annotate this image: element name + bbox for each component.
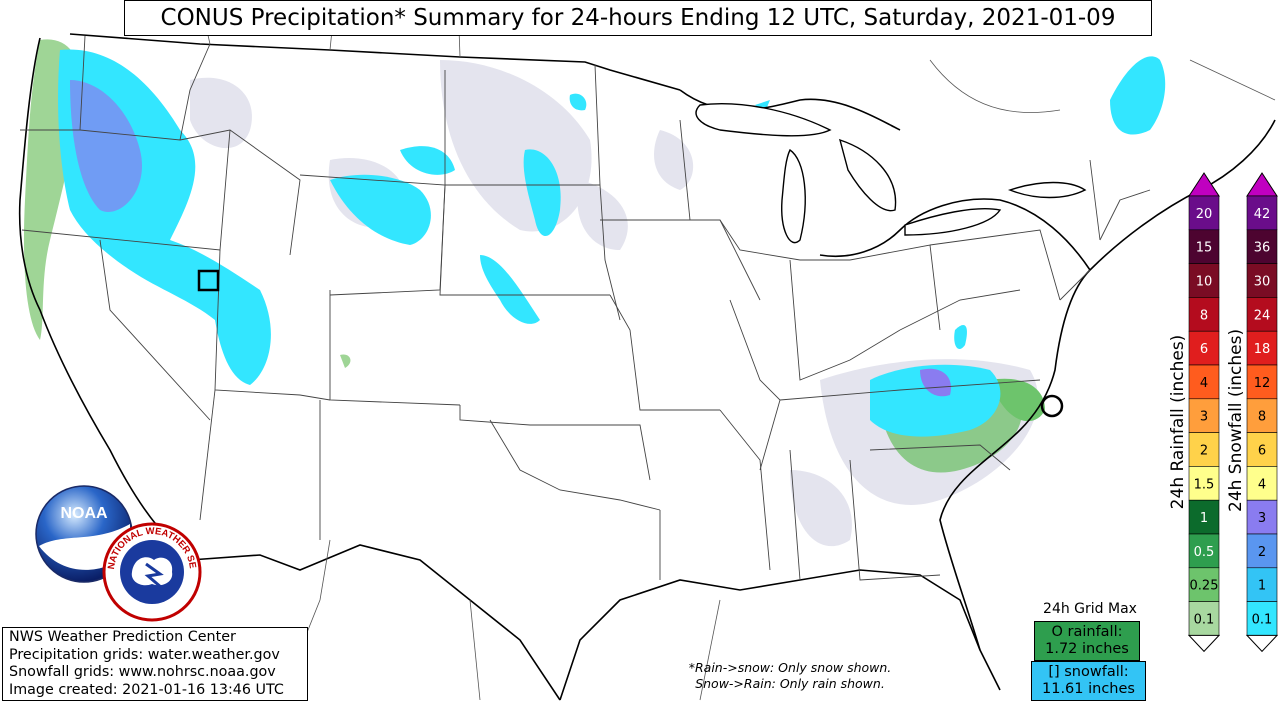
snowfall-colorbar-tick-label: 6 bbox=[1258, 444, 1266, 459]
info-line-2: Precipitation grids: water.weather.gov bbox=[9, 646, 280, 663]
snowfall-colorbar-segment bbox=[1246, 567, 1278, 602]
snowfall-colorbar-segment bbox=[1246, 195, 1278, 231]
snowfall-colorbar-tick-label: 1 bbox=[1258, 579, 1266, 594]
trace-precip-areas bbox=[190, 60, 1038, 547]
info-line-4: Image created: 2021-01-16 13:46 UTC bbox=[9, 681, 284, 698]
rainfall-colorbar-segment bbox=[1188, 195, 1220, 231]
rainfall-max-marker bbox=[1040, 394, 1064, 418]
great-lakes bbox=[695, 103, 1087, 244]
rainfall-scale-label: 24h Rainfall (inches) bbox=[1168, 334, 1188, 510]
grid-max-snow-label: [] snowfall: bbox=[1048, 664, 1129, 680]
footnote: *Rain->snow: Only snow shown. Snow->Rain… bbox=[640, 660, 940, 692]
rainfall-colorbar-tick-label: 20 bbox=[1196, 207, 1213, 222]
rainfall-colorbar: 20 15 10 8 6 4 3 2 1.5 1 0.5 0.25 0.1 bbox=[1188, 172, 1220, 653]
snowfall-colorbar: 42 36 30 24 18 12 8 6 4 3 2 1 0.1 bbox=[1246, 172, 1278, 653]
snowfall-colorbar-segment bbox=[1246, 398, 1278, 433]
info-box: NWS Weather Prediction Center Precipitat… bbox=[2, 627, 308, 701]
snowfall-colorbar-tick-label: 24 bbox=[1254, 308, 1271, 323]
snowfall-colorbar-segment bbox=[1246, 229, 1278, 264]
rainfall-colorbar-segment bbox=[1188, 263, 1220, 298]
snowfall-colorbar-top-arrow bbox=[1246, 172, 1278, 197]
rainfall-colorbar-tick-label: 0.5 bbox=[1194, 545, 1215, 560]
rainfall-colorbar-tick-label: 10 bbox=[1196, 275, 1213, 290]
snowfall-colorbar-tick-label: 30 bbox=[1254, 275, 1271, 290]
rainfall-colorbar-top-arrow bbox=[1188, 172, 1220, 197]
rainfall-colorbar-segment bbox=[1188, 432, 1220, 467]
rainfall-colorbar-tick-label: 15 bbox=[1196, 241, 1213, 256]
rainfall-colorbar-segment bbox=[1188, 533, 1220, 569]
rainfall-colorbar-tick-label: 0.25 bbox=[1190, 579, 1219, 594]
rainfall-colorbar-segment bbox=[1188, 330, 1220, 366]
rainfall-colorbar-tick-label: 1 bbox=[1200, 511, 1208, 526]
rainfall-colorbar-tick-label: 4 bbox=[1200, 376, 1208, 391]
snowfall-colorbar-tick-label: 4 bbox=[1258, 477, 1266, 492]
snowfall-max-marker bbox=[197, 269, 220, 292]
rainfall-colorbar-tick-label: 2 bbox=[1200, 444, 1208, 459]
snowfall-scale-label: 24h Snowfall (inches) bbox=[1226, 328, 1246, 512]
snowfall-colorbar-segment bbox=[1246, 466, 1278, 501]
noaa-logo-text: NOAA bbox=[60, 505, 108, 522]
rainfall-colorbar-segment bbox=[1188, 229, 1220, 264]
snowfall-colorbar-segment bbox=[1246, 432, 1278, 467]
agency-logos: NOAA NATIONAL WEATHER SERVICE bbox=[34, 484, 202, 622]
rainfall-colorbar-tick-label: 8 bbox=[1200, 308, 1208, 323]
rainfall-colorbar-tick-label: 0.1 bbox=[1194, 613, 1215, 628]
info-line-1: NWS Weather Prediction Center bbox=[9, 629, 236, 645]
page-title: CONUS Precipitation* Summary for 24-hour… bbox=[124, 0, 1152, 36]
snowfall-colorbar-segment bbox=[1246, 533, 1278, 569]
rainfall-colorbar-tick-label: 3 bbox=[1200, 410, 1208, 425]
info-line-3: Snowfall grids: www.nohrsc.noaa.gov bbox=[9, 664, 276, 680]
grid-max-snowfall-box: [] snowfall: 11.61 inches bbox=[1031, 661, 1146, 701]
grid-max-rainfall-box: O rainfall: 1.72 inches bbox=[1034, 621, 1140, 661]
rainfall-colorbar-tick-label: 1.5 bbox=[1194, 477, 1215, 492]
snowfall-colorbar-tick-label: 42 bbox=[1254, 207, 1271, 222]
snowfall-colorbar-segment bbox=[1246, 364, 1278, 400]
footnote-line-2: Snow->Rain: Only rain shown. bbox=[695, 676, 885, 691]
grid-max-snow-value: 11.61 inches bbox=[1042, 681, 1135, 697]
snowfall-colorbar-segment bbox=[1246, 263, 1278, 298]
grid-max-label: 24h Grid Max bbox=[1043, 601, 1137, 617]
snowfall-colorbar-tick-label: 36 bbox=[1254, 241, 1271, 256]
snowfall-colorbar-tick-label: 0.1 bbox=[1252, 613, 1273, 628]
snowfall-colorbar-segment bbox=[1246, 499, 1278, 535]
grid-max-rain-value: 1.72 inches bbox=[1045, 641, 1129, 657]
snowfall-colorbar-tick-label: 12 bbox=[1254, 376, 1271, 391]
rainfall-colorbar-tick-label: 6 bbox=[1200, 342, 1208, 357]
state-borders bbox=[20, 35, 1151, 581]
rainfall-colorbar-segment bbox=[1188, 466, 1220, 501]
snowfall-colorbar-tick-label: 18 bbox=[1254, 342, 1271, 357]
snowfall-colorbar-tick-label: 2 bbox=[1258, 545, 1266, 560]
rainfall-colorbar-bottom-arrow bbox=[1188, 634, 1220, 653]
grid-max-rain-label: O rainfall: bbox=[1051, 624, 1123, 640]
footnote-line-1: *Rain->snow: Only snow shown. bbox=[688, 660, 892, 675]
rainfall-colorbar-segment bbox=[1188, 567, 1220, 602]
snowfall-colorbar-bottom-arrow bbox=[1246, 634, 1278, 653]
rainfall-colorbar-segment bbox=[1188, 499, 1220, 535]
snowfall-colorbar-tick-label: 8 bbox=[1258, 410, 1266, 425]
snowfall-colorbar-tick-label: 3 bbox=[1258, 511, 1266, 526]
